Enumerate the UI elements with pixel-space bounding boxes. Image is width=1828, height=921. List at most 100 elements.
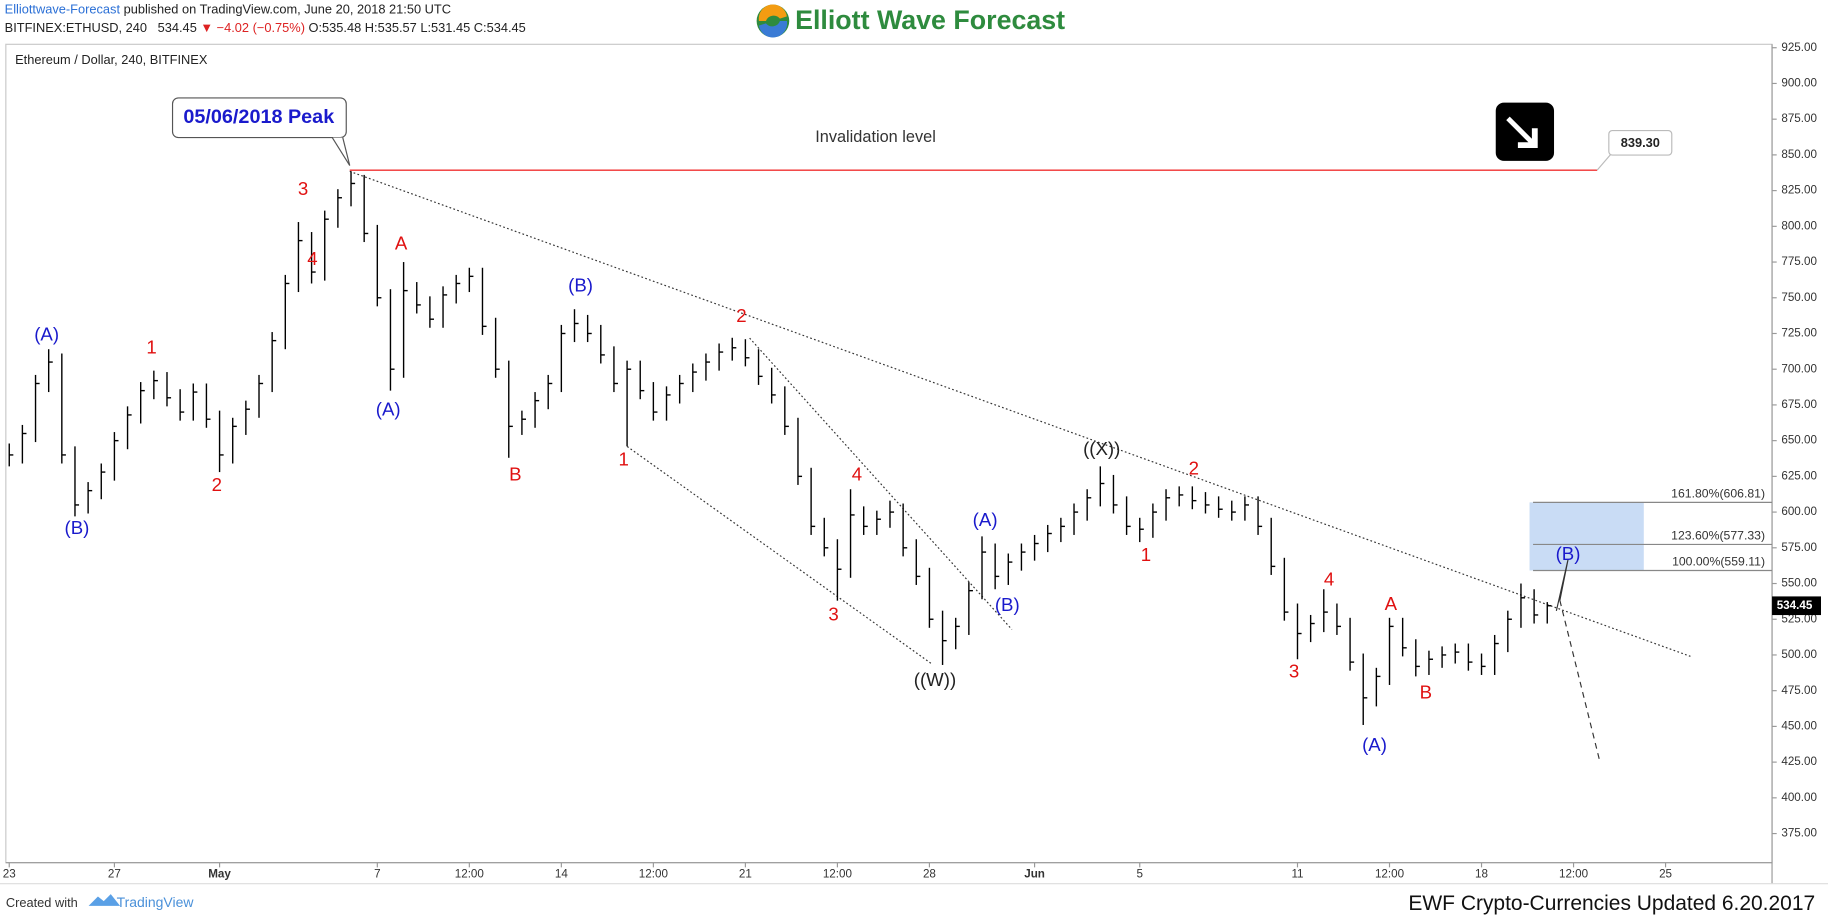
wave-label: (A) <box>1362 734 1387 755</box>
wave-label: 4 <box>852 464 862 485</box>
trendline <box>349 170 1691 657</box>
wave-label: 4 <box>307 248 317 269</box>
channel-line <box>749 337 1013 630</box>
wave-label: A <box>1385 593 1398 614</box>
projection-line <box>1559 600 1601 761</box>
fib-label: 161.80%(606.81) <box>1671 486 1765 500</box>
callout-pointer <box>331 137 351 166</box>
y-tick-label: 875.00 <box>1781 112 1817 125</box>
y-tick-label: 450.00 <box>1781 719 1817 732</box>
symbol: BITFINEX:ETHUSD, 240 <box>5 21 147 36</box>
wave-label: ((X)) <box>1083 438 1120 459</box>
y-tick-label: 475.00 <box>1781 684 1817 697</box>
fib-label: 100.00%(559.11) <box>1672 555 1765 569</box>
x-tick-label: 5 <box>1137 867 1143 880</box>
price-tag <box>1772 596 1822 616</box>
x-tick-label: 12:00 <box>455 867 485 880</box>
wave-label: 1 <box>1141 544 1151 565</box>
x-tick-label: 23 <box>3 867 16 880</box>
x-tick-label: 12:00 <box>639 867 669 880</box>
fib-zone <box>1529 502 1644 571</box>
wave-label: (A) <box>376 398 401 419</box>
tv-icon <box>88 894 121 906</box>
created-with: Created with <box>6 895 78 910</box>
y-tick-label: 400.00 <box>1781 791 1817 804</box>
wave-label: B <box>509 464 521 485</box>
invalidation-box <box>1608 129 1673 156</box>
wave-label: 3 <box>828 603 838 624</box>
y-tick-label: 525.00 <box>1781 612 1817 625</box>
y-tick-label: 725.00 <box>1781 327 1817 340</box>
y-tick-label: 775.00 <box>1781 255 1817 268</box>
x-tick-label: 12:00 <box>1559 867 1589 880</box>
ohlc: O:535.48 H:535.57 L:531.45 C:534.45 <box>309 21 526 36</box>
wave-label: 2 <box>736 305 746 326</box>
y-tick-label: 500.00 <box>1781 648 1817 661</box>
chart-title: Ethereum / Dollar, 240, BITFINEX <box>15 52 208 67</box>
y-tick-label: 700.00 <box>1781 362 1817 375</box>
logo-icon-swoosh <box>758 20 788 38</box>
wave-label: (B) <box>995 594 1020 615</box>
x-tick-label: 12:00 <box>823 867 853 880</box>
peak-label: 05/06/2018 Peak <box>183 106 335 128</box>
x-tick-label: 12:00 <box>1375 867 1405 880</box>
y-tick-label: 625.00 <box>1781 469 1817 482</box>
logo-text: Elliott Wave Forecast <box>795 5 1065 35</box>
x-tick-label: 14 <box>555 867 568 880</box>
plot: 375.00 400.00 425.00 450.00 475.00 500.00 525.… <box>3 41 1822 880</box>
wave-label: 2 <box>1189 458 1199 479</box>
wave-label: 3 <box>1289 661 1299 682</box>
symbol-line: BITFINEX:ETHUSD, 240 534.45 ▼ −4.02 (−0.… <box>5 21 526 36</box>
projection-path <box>1555 559 1569 612</box>
x-tick-label: 7 <box>374 867 380 880</box>
fib-label: 123.60%(577.33) <box>1671 529 1765 543</box>
price-tag-label: 534.45 <box>1777 599 1813 612</box>
x-tick-label: 21 <box>739 867 752 880</box>
y-tick-label: 825.00 <box>1781 184 1817 197</box>
y-tick-label: 650.00 <box>1781 434 1817 447</box>
last-price: 534.45 <box>158 21 197 36</box>
x-tick-label: May <box>208 867 231 880</box>
y-tick-label: 550.00 <box>1781 577 1817 590</box>
y-tick-label: 575.00 <box>1781 541 1817 554</box>
y-tick-label: 800.00 <box>1781 219 1817 232</box>
wave-label: A <box>395 233 408 254</box>
y-tick-label: 675.00 <box>1781 398 1817 411</box>
publisher-line: Elliottwave-Forecast published on Tradin… <box>5 2 451 17</box>
wave-label: (A) <box>34 324 59 345</box>
x-tick-label: 27 <box>108 867 121 880</box>
published: published on TradingView.com, June 20, 2… <box>124 2 451 17</box>
y-tick-label: 425.00 <box>1781 755 1817 768</box>
y-tick-label: 900.00 <box>1781 77 1817 90</box>
publisher[interactable]: Elliottwave-Forecast <box>5 2 121 17</box>
wave-label: 2 <box>212 474 222 495</box>
y-tick-label: 925.00 <box>1781 41 1817 54</box>
invalidation-text: Invalidation level <box>815 128 936 146</box>
wave-label: (B) <box>1556 543 1581 564</box>
wave-label: 3 <box>298 178 308 199</box>
wave-label: (B) <box>65 517 90 538</box>
wave-label: (B) <box>568 275 593 296</box>
wave-label: 1 <box>619 448 629 469</box>
wave-label: (A) <box>973 509 998 530</box>
y-tick-label: 850.00 <box>1781 148 1817 161</box>
wave-label: ((W)) <box>914 669 956 690</box>
wave-label: 4 <box>1324 569 1334 590</box>
x-tick-label: 28 <box>923 867 936 880</box>
change: ▼ −4.02 (−0.75%) <box>200 21 305 36</box>
arrow-icon-glyph <box>1506 116 1538 149</box>
tradingview[interactable]: TradingView <box>117 894 195 910</box>
x-tick-label: 11 <box>1291 867 1303 880</box>
wave-label: 1 <box>146 337 156 358</box>
y-tick-label: 600.00 <box>1781 505 1817 518</box>
x-tick-label: Jun <box>1024 867 1045 880</box>
logo-icon-swoosh <box>758 4 787 21</box>
footer-note: EWF Crypto-Currencies Updated 6.20.2017 <box>1408 892 1815 915</box>
logo: Elliott Wave Forecast <box>756 4 1065 38</box>
x-tick-label: 25 <box>1659 867 1672 880</box>
peak-callout <box>171 97 347 139</box>
y-tick-label: 750.00 <box>1781 291 1817 304</box>
x-tick-label: 18 <box>1475 867 1488 880</box>
invalidation-label: 839.30 <box>1621 135 1660 150</box>
